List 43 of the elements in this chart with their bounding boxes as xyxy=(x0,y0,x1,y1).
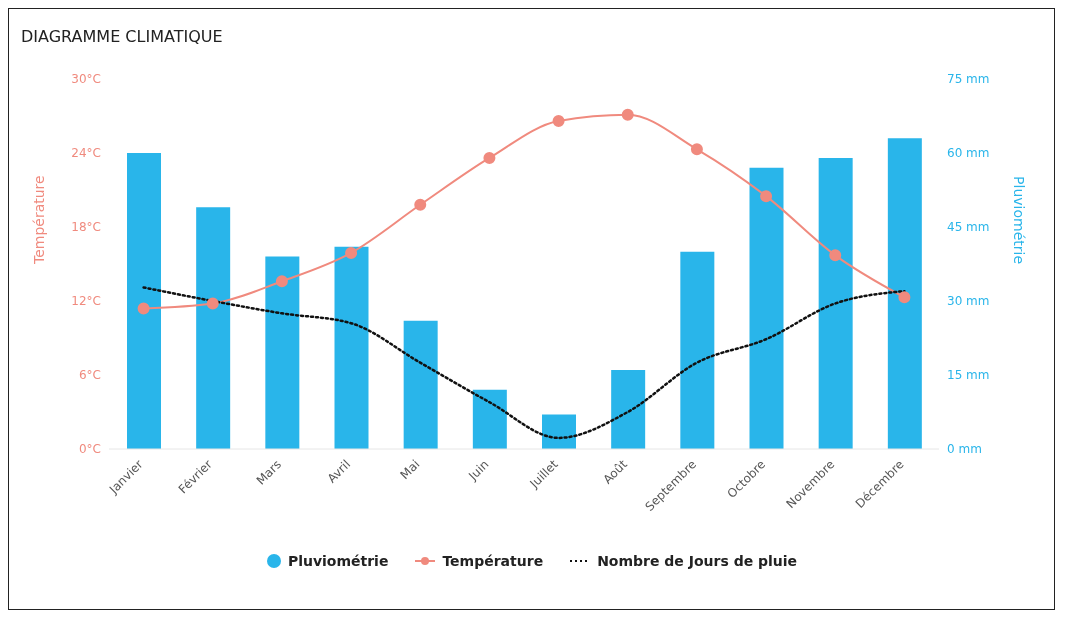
bar xyxy=(265,256,300,449)
bar xyxy=(127,153,161,449)
y-tick-label: 0°C xyxy=(78,442,101,457)
y2-axis-title: Pluviométrie xyxy=(1011,176,1028,264)
point xyxy=(345,246,358,259)
bar xyxy=(680,251,715,449)
point xyxy=(690,143,703,156)
point xyxy=(760,190,773,203)
point xyxy=(552,114,565,127)
legend-label: Nombre de Jours de pluie xyxy=(597,553,798,569)
y2-tick-label: 0 mm xyxy=(947,442,982,457)
y-tick-label: 24°C xyxy=(71,146,101,161)
y2-tick-label: 45 mm xyxy=(947,220,990,235)
legend-label: Pluviométrie xyxy=(287,553,389,569)
y-tick-label: 6°C xyxy=(78,368,101,383)
y-tick-label: 30°C xyxy=(71,72,101,87)
bar xyxy=(887,138,922,449)
bar xyxy=(196,207,231,449)
bar xyxy=(403,320,438,449)
point xyxy=(483,151,496,164)
bar xyxy=(542,414,576,449)
point xyxy=(898,291,911,304)
y2-tick-label: 15 mm xyxy=(947,368,990,383)
bar xyxy=(749,167,784,449)
bar xyxy=(818,157,853,449)
point xyxy=(829,249,842,262)
bar xyxy=(334,246,369,449)
point xyxy=(137,302,150,315)
y-axis-title: Température xyxy=(30,175,47,265)
y2-tick-label: 30 mm xyxy=(947,294,990,309)
chart-title: DIAGRAMME CLIMATIQUE xyxy=(20,26,224,48)
y-tick-label: 12°C xyxy=(71,294,101,309)
bar xyxy=(611,370,646,449)
y2-tick-label: 75 mm xyxy=(947,72,990,87)
x-tick-label: Mai xyxy=(397,457,423,482)
y-tick-label: 18°C xyxy=(71,220,101,235)
point xyxy=(621,108,634,121)
point xyxy=(206,297,219,310)
legend-label: Température xyxy=(442,553,544,569)
bar xyxy=(472,389,507,449)
point xyxy=(414,198,427,211)
point xyxy=(275,275,288,288)
y2-tick-label: 60 mm xyxy=(947,146,990,161)
